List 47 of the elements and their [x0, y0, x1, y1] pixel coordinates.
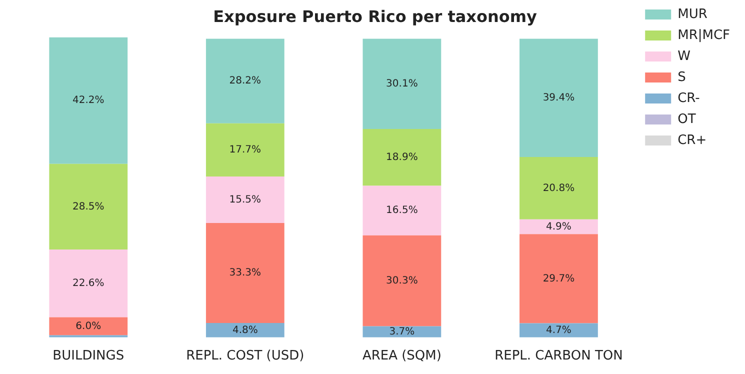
legend-label: CR-	[678, 90, 700, 106]
legend-label: MUR	[678, 6, 708, 22]
data-label: 39.4%	[542, 92, 575, 104]
bar	[206, 176, 284, 224]
data-label: 4.8%	[232, 324, 258, 336]
data-label: 17.7%	[229, 144, 262, 156]
legend-label: MR|MCF	[678, 28, 730, 43]
data-label: 3.7%	[389, 326, 415, 338]
bar	[49, 164, 128, 250]
data-label: 15.5%	[229, 194, 262, 206]
bar	[520, 38, 598, 157]
bar	[49, 249, 128, 318]
data-label: 18.9%	[386, 152, 418, 164]
data-label: 4.9%	[546, 221, 572, 232]
bar	[362, 235, 442, 326]
x-tick-label: REPL. COST (USD)	[186, 348, 304, 364]
data-label: 33.3%	[229, 268, 262, 279]
legend-label: OT	[678, 112, 696, 127]
bar	[206, 38, 284, 124]
data-label: 6.0%	[76, 320, 102, 332]
bar	[362, 186, 442, 236]
bar	[49, 37, 128, 164]
legend-label: W	[678, 48, 691, 64]
x-tick-label: REPL. CARBON TON	[494, 348, 623, 364]
x-tick-label: BUILDINGS	[52, 348, 124, 364]
x-tick-label: AREA (SQM)	[362, 348, 442, 364]
data-label: 30.1%	[386, 78, 418, 90]
legend-label: CR+	[678, 132, 707, 148]
data-label: 20.8%	[542, 182, 575, 194]
bar	[206, 123, 284, 176]
legend-label: S	[678, 70, 686, 85]
data-label: 28.5%	[72, 201, 104, 212]
data-label: 42.2%	[72, 95, 104, 106]
bar	[362, 129, 442, 186]
bar	[206, 223, 284, 323]
data-label: 4.7%	[546, 324, 572, 336]
chart-title: Exposure Puerto Rico per taxonomy	[213, 6, 538, 26]
data-label: 22.6%	[72, 278, 104, 289]
data-label: 28.2%	[229, 76, 262, 87]
data-label: 30.3%	[386, 275, 418, 286]
bar	[520, 219, 598, 234]
bar	[520, 234, 598, 324]
bar	[362, 38, 442, 130]
data-label: 29.7%	[542, 273, 575, 284]
data-label: 16.5%	[386, 205, 418, 216]
bar	[520, 156, 598, 220]
bar	[49, 317, 128, 336]
